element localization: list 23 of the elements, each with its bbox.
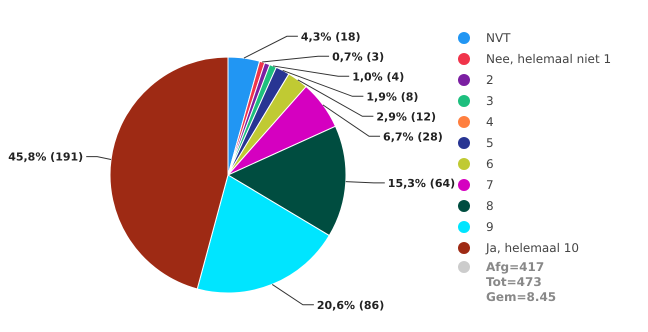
legend-label: 6 [486,156,494,170]
data-label: 0,7% (3) [332,50,384,64]
data-label: 1,0% (4) [352,70,404,84]
data-label: 20,6% (86) [316,298,384,312]
data-label: 15,3% (64) [388,176,456,190]
legend-label: Nee, helemaal niet 1 [486,52,612,66]
legend-label: 8 [486,198,494,212]
data-label: 2,9% (12) [376,110,436,124]
data-label: 6,7% (28) [383,130,443,144]
text: Tot=473 [486,275,543,290]
legend-label: 5 [486,136,494,150]
legend-label: 2 [486,72,494,86]
data-label: 1,9% (8) [366,90,418,104]
data-label: 45,8% (191) [8,150,84,164]
text: Gem=8.45 [486,290,556,305]
legend-label: Ja, helemaal 10 [486,240,580,254]
legend-label: 4 [486,114,494,128]
legend-label: NVT [486,30,511,44]
legend-label: 3 [486,94,494,108]
text: Afg=417 [486,260,546,275]
data-label: 4,3% (18) [300,30,361,44]
legend-label: 7 [486,178,494,192]
legend-label: 9 [486,220,494,234]
